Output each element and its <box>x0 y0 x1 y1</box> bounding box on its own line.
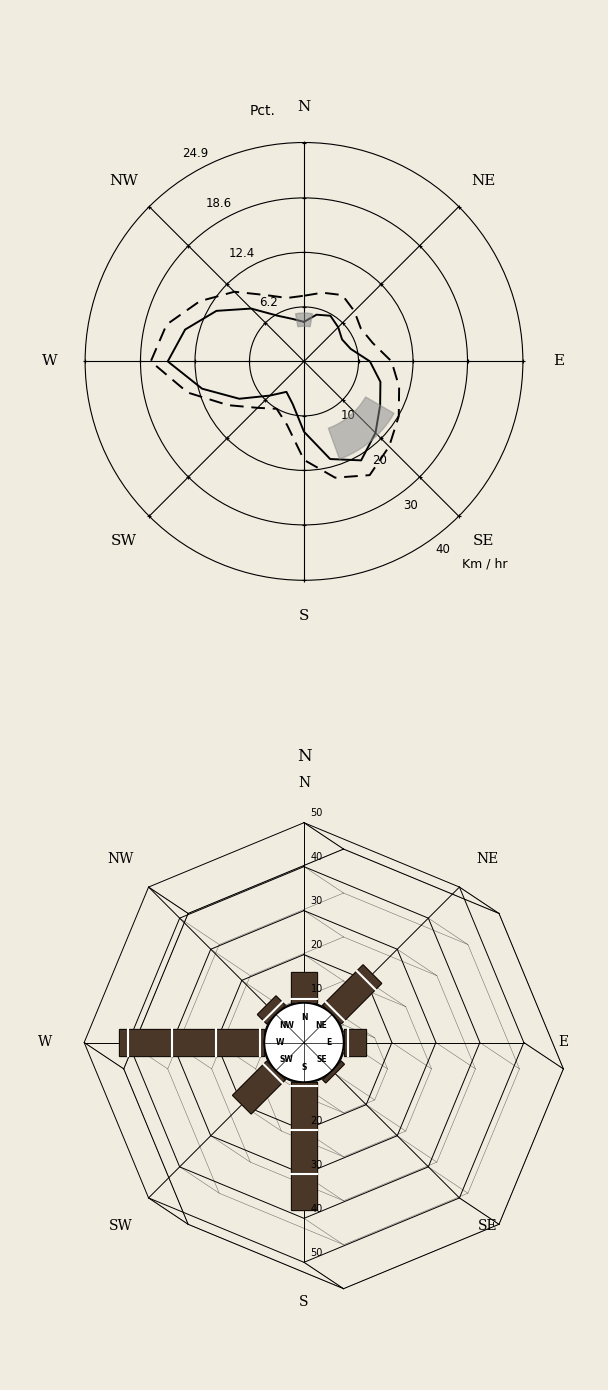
Text: SE: SE <box>478 1219 497 1233</box>
Polygon shape <box>328 398 394 459</box>
Text: 50: 50 <box>311 809 323 819</box>
Polygon shape <box>291 1081 317 1209</box>
Text: 12.4: 12.4 <box>229 247 255 260</box>
Text: S: S <box>299 609 309 623</box>
Text: SE: SE <box>316 1055 326 1065</box>
Text: E: E <box>326 1038 331 1047</box>
Text: E: E <box>326 1038 331 1047</box>
Text: W: W <box>275 1038 284 1047</box>
Text: 20: 20 <box>311 940 323 951</box>
Text: W: W <box>38 1036 52 1049</box>
Polygon shape <box>323 965 382 1024</box>
Text: SW: SW <box>280 1055 294 1065</box>
Text: 24.9: 24.9 <box>182 147 209 160</box>
Text: NW: NW <box>108 852 134 866</box>
Text: 10: 10 <box>341 409 356 423</box>
Text: 18.6: 18.6 <box>206 197 232 210</box>
Text: NW: NW <box>109 175 139 189</box>
Circle shape <box>264 1004 344 1081</box>
Text: Pct.: Pct. <box>249 104 275 118</box>
Text: N: N <box>301 1013 307 1023</box>
Polygon shape <box>295 313 313 327</box>
Text: 30: 30 <box>311 1161 323 1170</box>
Text: N: N <box>298 776 310 790</box>
Text: 40: 40 <box>435 543 450 556</box>
Text: S: S <box>302 1062 306 1072</box>
Text: 50: 50 <box>311 1248 323 1258</box>
Text: NE: NE <box>316 1020 327 1030</box>
Text: E: E <box>558 1036 568 1049</box>
Text: NW: NW <box>279 1020 294 1030</box>
Text: 40: 40 <box>311 1204 323 1213</box>
Polygon shape <box>323 1061 344 1083</box>
Text: 40: 40 <box>311 852 323 862</box>
Text: S: S <box>299 1295 309 1309</box>
Text: 20: 20 <box>311 1116 323 1126</box>
Circle shape <box>264 1004 344 1081</box>
Text: NW: NW <box>279 1020 294 1030</box>
Text: SE: SE <box>473 534 495 548</box>
Text: Km / hr: Km / hr <box>462 557 508 570</box>
Polygon shape <box>119 1030 264 1055</box>
Text: N: N <box>301 1013 307 1023</box>
Text: 6.2: 6.2 <box>260 296 278 309</box>
Text: 20: 20 <box>372 453 387 467</box>
Polygon shape <box>344 1030 365 1055</box>
Text: SW: SW <box>280 1055 294 1065</box>
Polygon shape <box>291 972 317 1004</box>
Text: NE: NE <box>472 175 496 189</box>
Text: SE: SE <box>316 1055 326 1065</box>
Polygon shape <box>257 995 285 1024</box>
Text: W: W <box>42 354 57 368</box>
Polygon shape <box>232 1061 285 1113</box>
Text: NE: NE <box>476 852 499 866</box>
Text: 30: 30 <box>404 499 418 512</box>
Text: NE: NE <box>316 1020 327 1030</box>
Text: N: N <box>297 100 311 114</box>
Text: SW: SW <box>109 1219 133 1233</box>
Text: 10: 10 <box>311 984 323 994</box>
Text: 10: 10 <box>311 1072 323 1081</box>
Text: S: S <box>302 1062 306 1072</box>
Text: SW: SW <box>111 534 137 548</box>
Text: N: N <box>297 748 311 766</box>
Text: 30: 30 <box>311 897 323 906</box>
Text: E: E <box>553 354 564 368</box>
Text: W: W <box>275 1038 284 1047</box>
